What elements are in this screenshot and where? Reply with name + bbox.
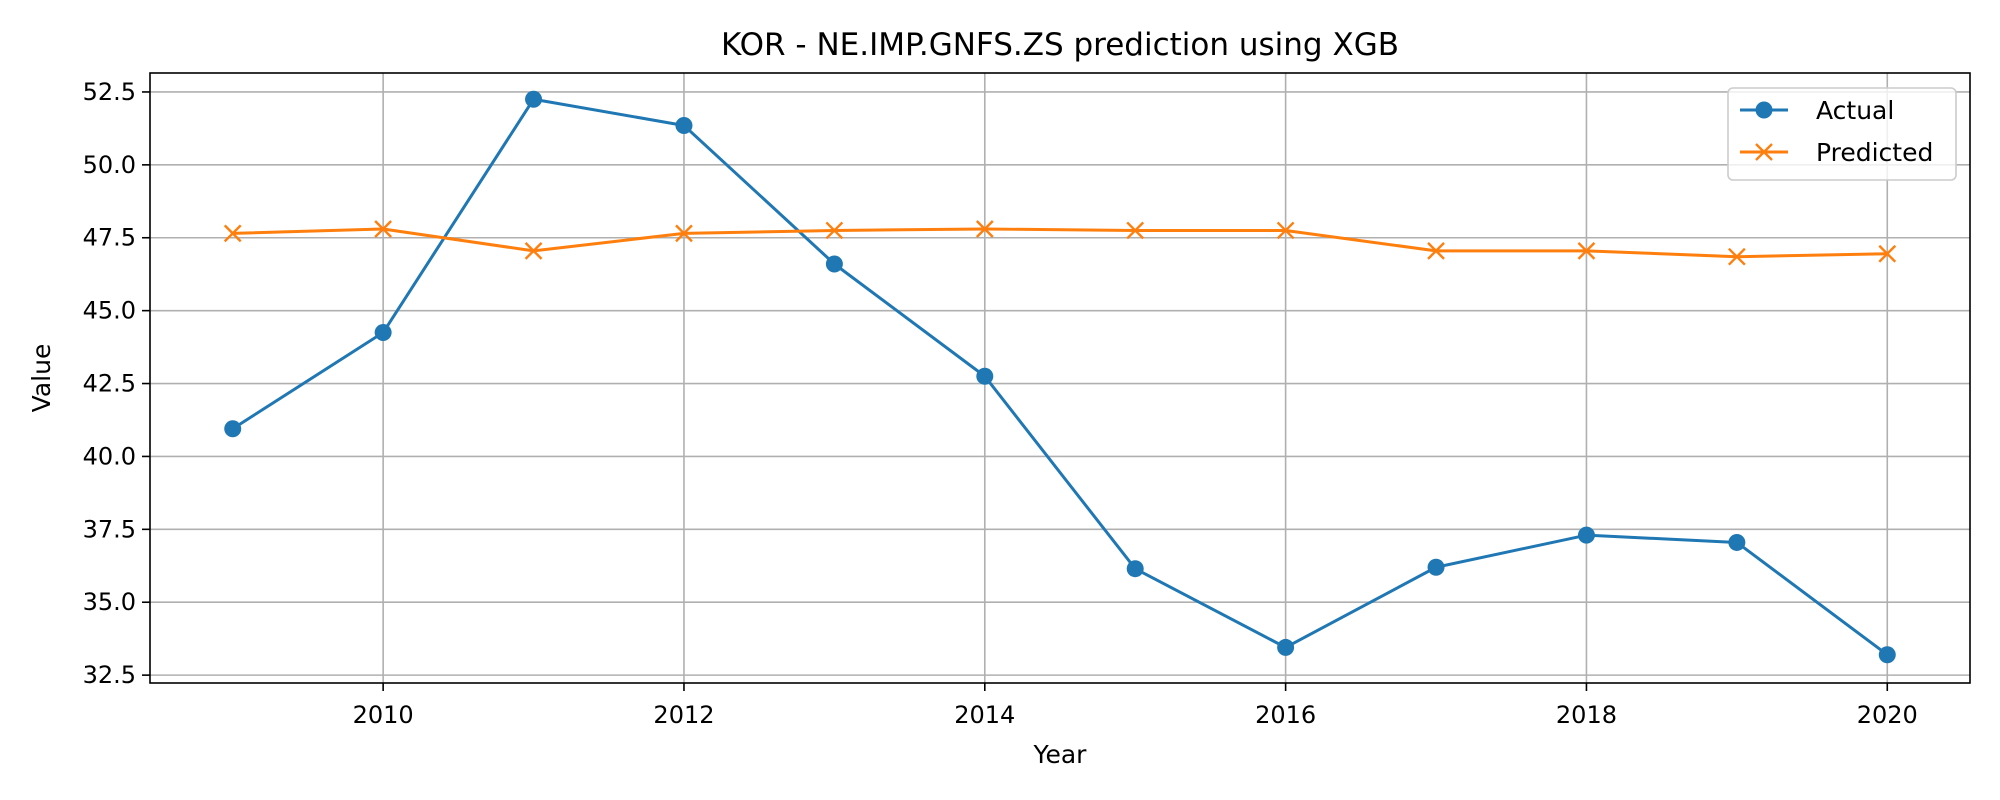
data-point-stroke	[524, 242, 543, 260]
legend-entry: Actual	[1740, 96, 1894, 125]
x-tick-label: 2016	[1255, 701, 1316, 729]
data-point	[675, 116, 693, 134]
legend-entry: Predicted	[1740, 138, 1933, 167]
legend: Actual Predicted	[1727, 87, 1957, 181]
x-tick-label: 2020	[1857, 701, 1918, 729]
series-layer	[223, 90, 1897, 664]
data-point-stroke	[1577, 242, 1596, 260]
series-line	[232, 227, 1888, 259]
y-tick-label: 37.5	[83, 515, 136, 543]
data-point-stroke	[675, 224, 693, 243]
y-tick-label: 45.0	[83, 297, 136, 325]
data-point	[975, 220, 994, 238]
y-tick-label: 40.0	[83, 442, 136, 470]
data-point	[1728, 247, 1746, 266]
y-tick-label: 32.5	[83, 661, 136, 689]
y-tick-label: 50.0	[83, 151, 136, 179]
data-point	[825, 221, 844, 240]
ticks: 2010 2012 2014 2016 2018 2020 32.5 35.0 37.5 40.0…	[83, 78, 1918, 729]
data-point-stroke	[825, 221, 844, 240]
data-point	[374, 324, 392, 342]
y-tick-label: 47.5	[83, 224, 136, 252]
series-1	[223, 220, 1897, 266]
data-point	[1577, 526, 1595, 544]
x-tick-label: 2014	[954, 701, 1015, 729]
data-point	[1277, 638, 1295, 656]
data-point	[1427, 558, 1445, 576]
data-point	[675, 224, 693, 243]
grid	[150, 73, 1970, 683]
legend-marker	[1755, 143, 1773, 161]
x-axis-label: Year	[1033, 740, 1088, 769]
x-tick-label: 2010	[353, 701, 414, 729]
legend-marker-stroke	[1755, 143, 1773, 161]
data-point	[524, 242, 543, 260]
y-tick-label: 42.5	[83, 370, 136, 398]
data-point-stroke	[1728, 247, 1746, 266]
data-point	[223, 224, 242, 243]
y-axis-label: Value	[27, 344, 56, 413]
chart-title: KOR - NE.IMP.GNFS.ZS prediction using XG…	[721, 27, 1399, 63]
legend-label: Actual	[1816, 96, 1894, 125]
data-point	[825, 255, 843, 273]
data-point	[1577, 242, 1596, 260]
series-0	[224, 90, 1896, 664]
data-point	[374, 220, 392, 238]
legend-marker	[1755, 101, 1773, 119]
data-point-stroke	[1126, 221, 1145, 240]
data-point-stroke	[1427, 242, 1445, 260]
x-tick-label: 2018	[1556, 701, 1617, 729]
data-point	[1276, 221, 1295, 240]
data-point	[1126, 221, 1145, 240]
series-line	[231, 97, 1889, 656]
data-point	[525, 90, 543, 108]
legend-label: Predicted	[1816, 138, 1933, 167]
data-point-stroke	[223, 224, 242, 243]
data-point	[1728, 533, 1746, 551]
data-point-stroke	[374, 220, 392, 238]
data-point	[1427, 242, 1445, 260]
data-point	[1878, 646, 1896, 664]
data-point	[224, 420, 242, 438]
y-tick-label: 52.5	[83, 78, 136, 106]
data-point	[1126, 560, 1144, 578]
data-point-stroke	[975, 220, 994, 238]
data-point-stroke	[1276, 221, 1295, 240]
plot-area-frame	[149, 72, 1971, 684]
data-point	[1878, 244, 1897, 263]
x-tick-label: 2012	[653, 701, 714, 729]
data-point-stroke	[1878, 244, 1897, 263]
data-point	[976, 367, 994, 385]
y-tick-label: 35.0	[83, 588, 136, 616]
